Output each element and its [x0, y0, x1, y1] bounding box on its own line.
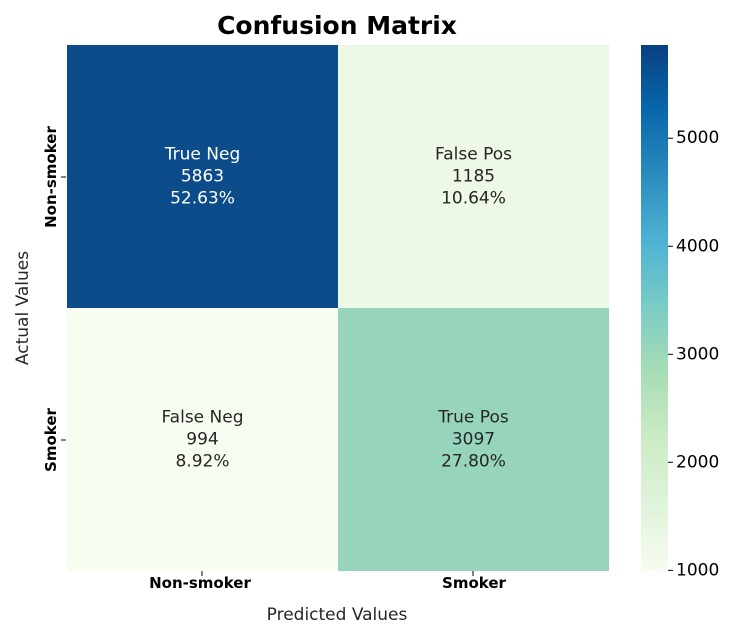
y-axis: Non-smoker Smoker — [42, 126, 66, 472]
cell-0-1-name-label: False Pos — [435, 145, 512, 165]
chart-title: Confusion Matrix — [217, 11, 457, 40]
cell-1-0-percent-label: 8.92% — [175, 452, 229, 472]
cell-1-1-count-label: 3097 — [452, 430, 495, 450]
cell-0-0-percent-label: 52.63% — [170, 189, 235, 209]
cell-1-0-count-label: 994 — [186, 430, 218, 450]
cell-0-1-percent-label: 10.64% — [441, 189, 506, 209]
x-axis: Non-smoker Smoker — [149, 571, 507, 592]
x-tick-label-non-smoker: Non-smoker — [149, 574, 251, 592]
x-axis-label: Predicted Values — [267, 605, 408, 625]
heatmap-cell-1-1 — [338, 308, 609, 571]
cell-0-0-count-label: 5863 — [181, 167, 224, 187]
colorbar-tick-label-4: 5000 — [676, 128, 719, 148]
colorbar-tick-label-0: 1000 — [676, 560, 719, 580]
y-tick-label-non-smoker: Non-smoker — [42, 126, 60, 228]
cell-1-1-percent-label: 27.80% — [441, 452, 506, 472]
colorbar-gradient — [641, 45, 668, 571]
x-tick-label-smoker: Smoker — [442, 574, 506, 592]
colorbar: 1000 2000 3000 4000 5000 — [641, 45, 719, 580]
cell-0-0-name-label: True Neg — [164, 145, 240, 165]
cell-1-1-name-label: True Pos — [437, 408, 509, 428]
y-tick-label-smoker: Smoker — [42, 407, 60, 471]
heatmap-cells — [67, 45, 609, 571]
heatmap-cell-0-0 — [67, 45, 338, 308]
cell-0-1-count-label: 1185 — [452, 167, 495, 187]
heatmap-cell-0-1 — [338, 45, 609, 308]
heatmap-cell-1-0 — [67, 308, 338, 571]
colorbar-tick-label-2: 3000 — [676, 344, 719, 364]
y-axis-label: Actual Values — [13, 251, 33, 365]
colorbar-ticks: 1000 2000 3000 4000 5000 — [668, 128, 719, 580]
colorbar-tick-label-3: 4000 — [676, 236, 719, 256]
colorbar-tick-label-1: 2000 — [676, 452, 719, 472]
cell-1-0-name-label: False Neg — [161, 408, 243, 428]
